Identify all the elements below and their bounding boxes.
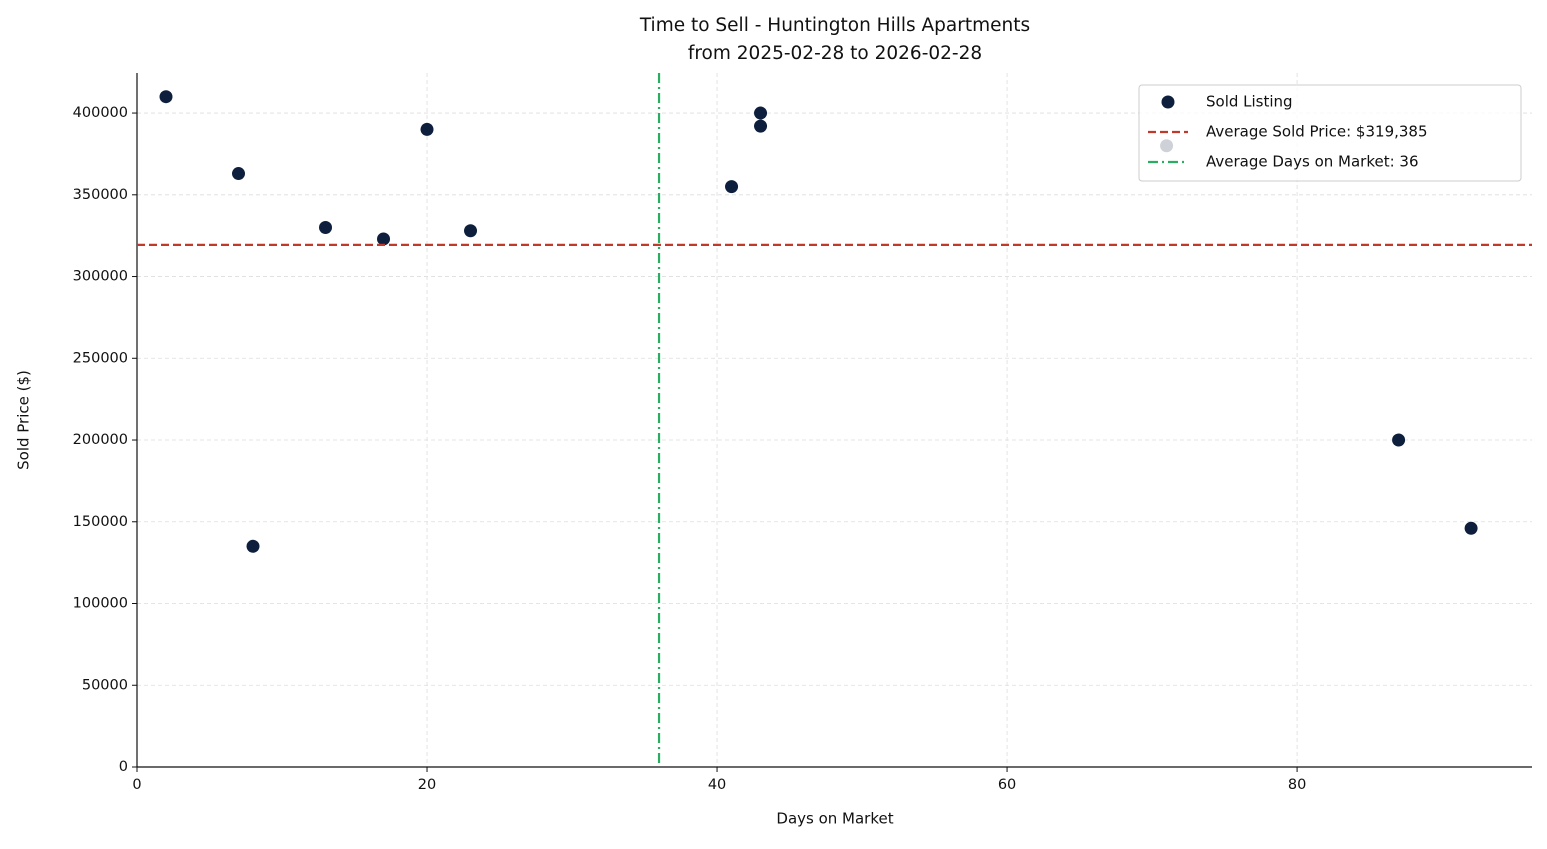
x-tick-label: 20 bbox=[418, 777, 436, 793]
point bbox=[420, 122, 434, 136]
point bbox=[232, 167, 246, 181]
y-tick-label: 350000 bbox=[73, 187, 128, 203]
y-tick-label: 250000 bbox=[73, 350, 128, 366]
point bbox=[319, 220, 333, 234]
x-tick-label: 0 bbox=[132, 777, 141, 793]
x-tick-label: 40 bbox=[708, 777, 726, 793]
x-axis-label: Days on Market bbox=[776, 810, 893, 828]
y-tick-label: 200000 bbox=[73, 432, 128, 448]
y-tick-label: 100000 bbox=[73, 596, 128, 612]
point bbox=[1464, 521, 1478, 535]
point bbox=[1392, 433, 1406, 447]
y-tick-label: 0 bbox=[119, 759, 128, 775]
point bbox=[725, 180, 739, 194]
y-tick-label: 400000 bbox=[73, 105, 128, 121]
point bbox=[246, 539, 260, 553]
x-tick-label: 60 bbox=[998, 777, 1016, 793]
legend-label: Sold Listing bbox=[1206, 93, 1293, 111]
legend-marker bbox=[1161, 95, 1175, 109]
y-tick-label: 300000 bbox=[73, 269, 128, 285]
chart-title: Time to Sell - Huntington Hills Apartmen… bbox=[639, 15, 1030, 36]
legend-box bbox=[1138, 84, 1522, 182]
point bbox=[754, 119, 768, 133]
point bbox=[464, 224, 478, 238]
legend-label: Average Sold Price: $319,385 bbox=[1206, 123, 1428, 141]
y-tick-label: 50000 bbox=[82, 677, 128, 693]
y-tick-label: 150000 bbox=[73, 514, 128, 530]
point bbox=[377, 232, 391, 246]
x-tick-label: 80 bbox=[1288, 777, 1306, 793]
point bbox=[159, 90, 173, 104]
legend-label: Average Days on Market: 36 bbox=[1206, 153, 1419, 171]
y-axis-label: Sold Price ($) bbox=[15, 370, 33, 470]
point bbox=[754, 106, 768, 120]
chart-subtitle: from 2025-02-28 to 2026-02-28 bbox=[688, 43, 982, 64]
